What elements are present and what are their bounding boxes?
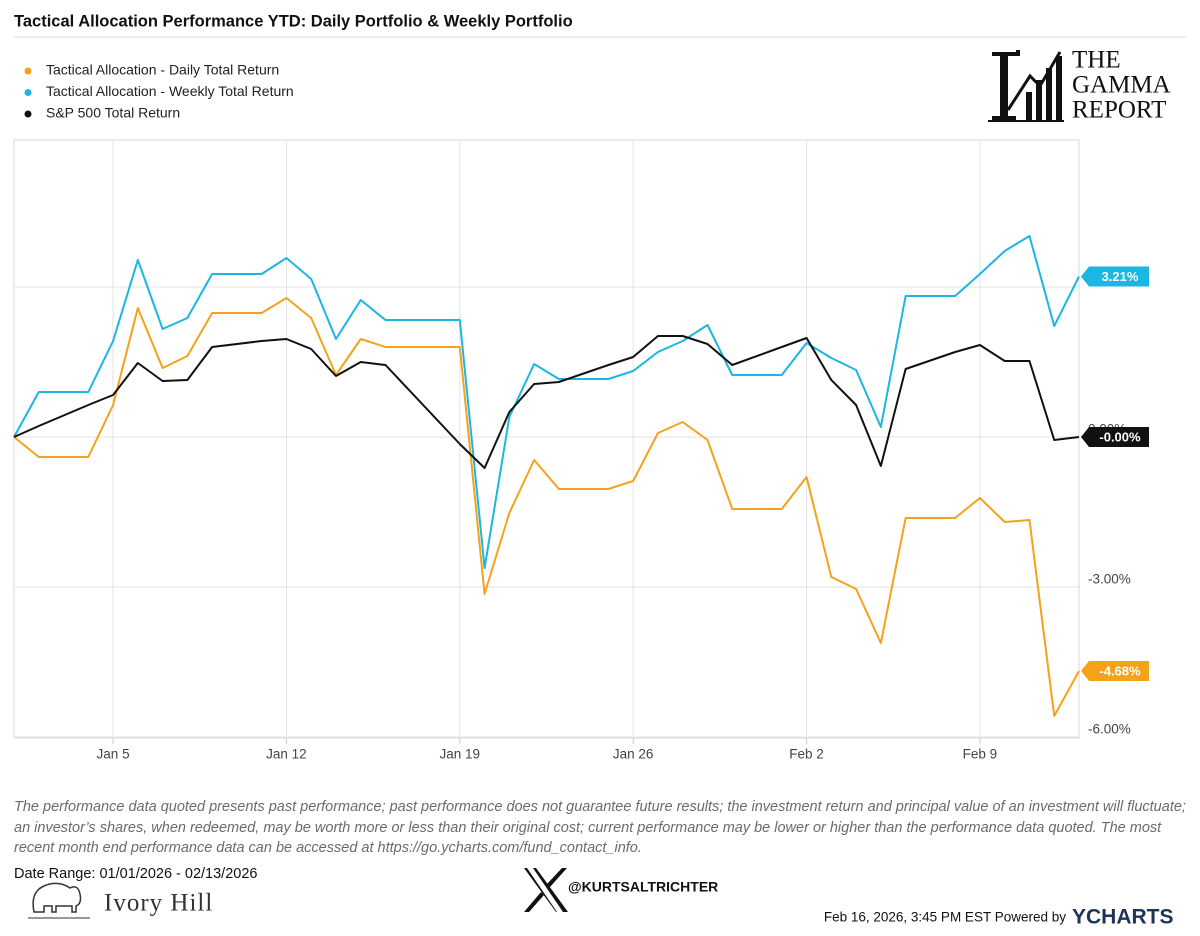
- x-tick-label: Jan 19: [440, 747, 481, 762]
- logo-text: THE: [1072, 47, 1121, 74]
- handle: @KURTSALTRICHTER: [568, 879, 718, 895]
- chart-title: Tactical Allocation Performance YTD: Dai…: [14, 12, 573, 30]
- legend-label: Tactical Allocation - Weekly Total Retur…: [46, 83, 294, 99]
- plot-frame: [13, 139, 1080, 739]
- x-tick-label: Jan 12: [266, 747, 307, 762]
- value-label: 3.21%: [1102, 269, 1139, 284]
- series-line: [13, 297, 1080, 717]
- legend-marker: [24, 110, 32, 118]
- timestamp: Feb 16, 2026, 3:45 PM EST Powered by: [824, 910, 1066, 925]
- logo-text: REPORT: [1072, 97, 1166, 124]
- y-tick-label: -3.00%: [1088, 572, 1131, 587]
- legend-label: S&P 500 Total Return: [46, 105, 180, 121]
- ivory-hill-logo: Ivory Hill: [28, 882, 213, 919]
- x-tick-label: Feb 2: [789, 747, 824, 762]
- legend-marker: [24, 67, 32, 75]
- value-tag: [1081, 427, 1149, 448]
- value-tag: [1081, 661, 1149, 681]
- gamma-logo: THE GAMMA REPORT: [988, 47, 1171, 124]
- legend-marker: [24, 89, 32, 96]
- y-tick-label: -6.00%: [1088, 722, 1131, 737]
- legend-label: Tactical Allocation - Daily Total Return: [46, 62, 279, 78]
- x-tick-label: Jan 26: [613, 747, 654, 762]
- series-line: [13, 235, 1080, 569]
- value-label: -0.00%: [1099, 429, 1141, 444]
- firm-name: Ivory Hill: [104, 890, 213, 917]
- value-tag: [1081, 266, 1149, 287]
- x-tick-label: Feb 9: [963, 747, 998, 762]
- disclaimer: The performance data quoted presents pas…: [14, 799, 1186, 856]
- x-tick-label: Jan 5: [97, 747, 130, 762]
- date-range: Date Range: 01/01/2026 - 02/13/2026: [14, 866, 257, 882]
- brand: YCHARTS: [1072, 906, 1174, 929]
- value-label: -4.68%: [1099, 663, 1141, 678]
- x-logo: [524, 868, 568, 912]
- series-line: [13, 335, 1080, 469]
- logo-text: GAMMA: [1072, 72, 1171, 99]
